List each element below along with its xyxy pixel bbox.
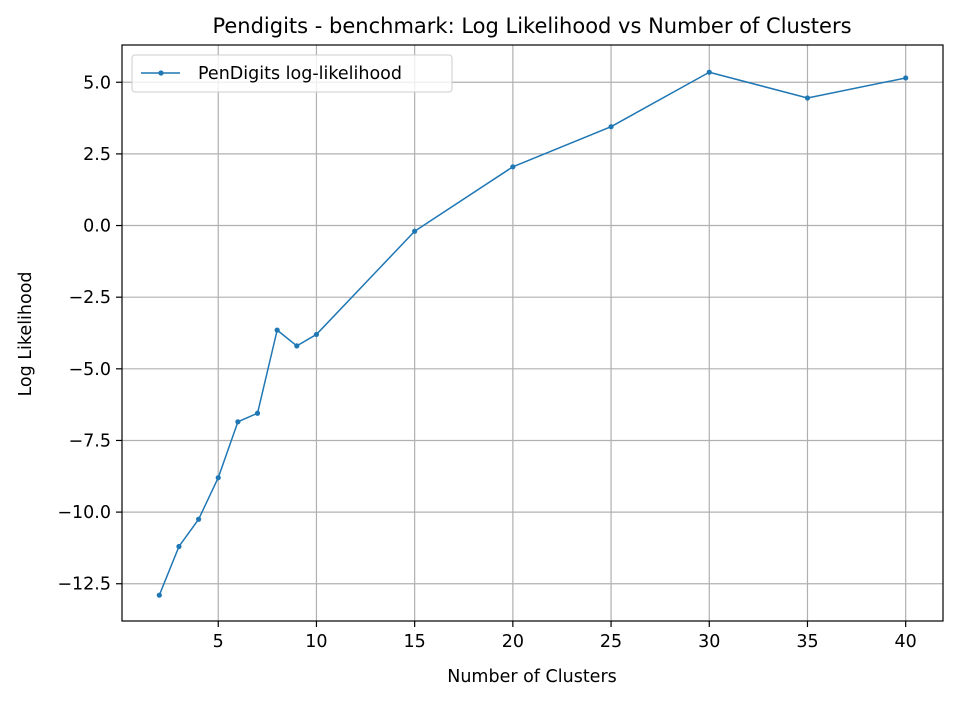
x-tick-label: 20: [502, 632, 524, 652]
data-point: [156, 592, 162, 598]
data-point: [412, 228, 418, 234]
x-tick-label: 10: [305, 632, 327, 652]
data-point: [196, 516, 202, 522]
grid-lines: [122, 45, 943, 621]
legend-marker-sample: [158, 70, 164, 76]
data-point: [274, 327, 280, 333]
data-point: [176, 543, 182, 550]
x-tick-label: 5: [213, 632, 224, 652]
data-point: [254, 410, 261, 416]
x-axis-label: Number of Clusters: [447, 667, 617, 687]
y-axis-label: Log Likelihood: [16, 271, 36, 396]
y-tick-label: 5.0: [83, 73, 111, 93]
data-point: [706, 69, 712, 75]
y-tick-label: −7.5: [69, 431, 112, 451]
legend-box: [131, 54, 453, 93]
y-tick-label: −10.0: [57, 503, 111, 523]
data-point: [294, 343, 300, 349]
data-point: [903, 75, 909, 81]
y-tick-label: −2.5: [69, 288, 112, 308]
y-tick-label: −12.5: [57, 575, 111, 595]
chart-title: Pendigits - benchmark: Log Likelihood vs…: [212, 14, 851, 38]
x-tick-label: 35: [796, 632, 818, 652]
legend: PenDigits log-likelihood: [131, 54, 453, 93]
y-axis: −12.5 −10.0 −7.5 −5.0 −2.5 0.0 2.5 5.0: [57, 73, 122, 595]
x-tick-label: 25: [600, 632, 622, 652]
y-tick-label: 2.5: [83, 145, 111, 165]
y-tick-label: −5.0: [69, 360, 112, 380]
data-point: [215, 475, 221, 481]
plot-frame: [121, 44, 944, 622]
data-point: [510, 164, 516, 170]
data-point: [313, 331, 320, 338]
data-point: [235, 419, 241, 425]
x-axis: 5 10 15 20 25 30 35 40: [213, 621, 917, 652]
x-tick-label: 15: [404, 632, 426, 652]
x-tick-label: 40: [895, 632, 917, 652]
data-point: [608, 124, 614, 130]
x-tick-label: 30: [698, 632, 720, 652]
y-tick-label: 0.0: [83, 217, 111, 237]
data-point: [804, 95, 811, 101]
legend-entry-label: PenDigits log-likelihood: [198, 64, 402, 84]
series-layer: [156, 69, 909, 598]
